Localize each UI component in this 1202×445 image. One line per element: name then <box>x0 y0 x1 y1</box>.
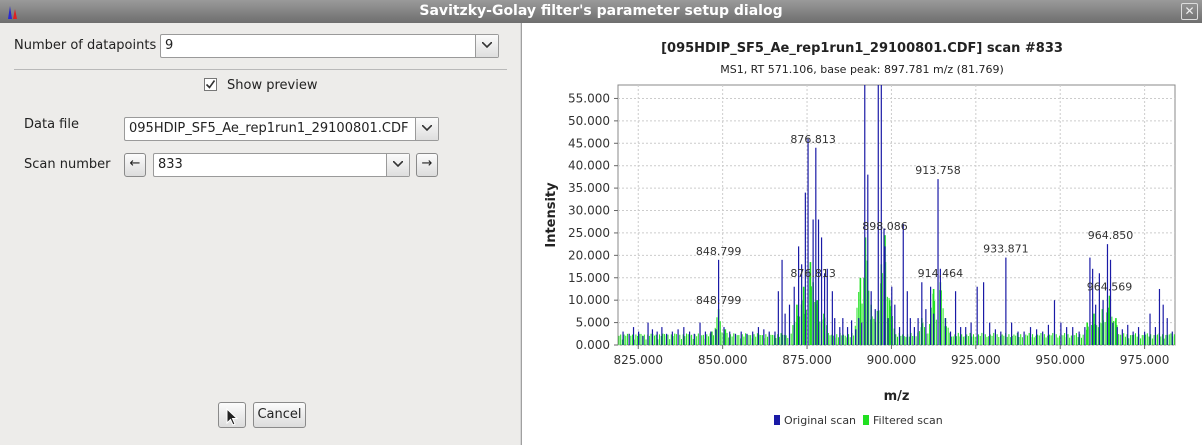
y-tick-label: 15.000 <box>568 271 610 285</box>
data-file-value: 095HDIP_SF5_Ae_rep1run1_29100801.CDF <box>129 121 409 136</box>
datapoints-combo[interactable]: 9 <box>160 34 499 58</box>
legend-label-original: Original scan <box>784 414 856 427</box>
y-tick-label: 30.000 <box>568 204 610 218</box>
x-tick-label: 900.000 <box>867 353 917 367</box>
x-tick-label: 975.000 <box>1120 353 1170 367</box>
chevron-down-icon[interactable] <box>386 154 409 176</box>
datapoints-value: 9 <box>165 38 174 53</box>
app-icon <box>8 6 17 19</box>
plot-area <box>617 84 1176 346</box>
y-tick-label: 5.000 <box>576 316 610 330</box>
y-tick-label: 35.000 <box>568 181 610 195</box>
scan-number-value: 833 <box>158 157 183 172</box>
chart-panel: [095HDIP_SF5_Ae_rep1run1_29100801.CDF] s… <box>521 23 1202 445</box>
y-tick-label: 50.000 <box>568 114 610 128</box>
peak-label: 848.799 <box>696 294 742 307</box>
window-title: Savitzky-Golay filter's parameter setup … <box>419 3 783 19</box>
arrow-right-icon: → <box>421 156 433 171</box>
y-tick-label: 10.000 <box>568 293 610 307</box>
close-icon[interactable]: ✕ <box>1181 3 1198 20</box>
x-tick-label: 925.000 <box>951 353 1001 367</box>
legend-label-filtered: Filtered scan <box>873 414 943 427</box>
legend-swatch-original <box>774 415 780 425</box>
previous-scan-button[interactable]: ← <box>124 153 146 177</box>
arrow-left-icon: ← <box>129 156 141 171</box>
x-tick-label: 825.000 <box>613 353 663 367</box>
mouse-cursor-icon <box>226 408 239 426</box>
y-tick-label: 45.000 <box>568 136 610 150</box>
peak-label: 898.086 <box>862 220 908 233</box>
peak-label: 876.813 <box>790 133 836 146</box>
peak-label: 933.871 <box>983 243 1028 256</box>
show-preview-checkbox[interactable] <box>204 78 217 91</box>
y-tick-label: 25.000 <box>568 226 610 240</box>
y-tick-label: 0.000 <box>576 338 610 352</box>
y-axis-label: Intensity <box>544 182 559 248</box>
data-file-label: Data file <box>24 117 79 132</box>
ok-button[interactable] <box>218 402 246 428</box>
chart-subtitle: MS1, RT 571.106, base peak: 897.781 m/z … <box>720 63 1004 76</box>
legend: Original scan Filtered scan <box>774 414 943 427</box>
separator <box>14 69 507 70</box>
peak-label: 964.569 <box>1087 281 1133 294</box>
scan-number-combo[interactable]: 833 <box>153 153 410 177</box>
chart-title: [095HDIP_SF5_Ae_rep1run1_29100801.CDF] s… <box>661 41 1063 56</box>
x-tick-label: 950.000 <box>1035 353 1085 367</box>
checkmark-icon <box>205 80 216 89</box>
peak-label: 848.799 <box>696 245 742 258</box>
datapoints-label: Number of datapoints <box>14 38 157 53</box>
cancel-button[interactable]: Cancel <box>253 402 306 428</box>
chevron-down-icon[interactable] <box>475 35 498 57</box>
x-tick-label: 850.000 <box>698 353 748 367</box>
next-scan-button[interactable]: → <box>416 153 438 177</box>
chevron-down-icon[interactable] <box>415 118 438 140</box>
scan-number-label: Scan number <box>24 157 111 172</box>
spectrum-chart: [095HDIP_SF5_Ae_rep1run1_29100801.CDF] s… <box>544 41 1176 427</box>
y-tick-label: 55.000 <box>568 91 610 105</box>
legend-swatch-filtered <box>863 415 869 425</box>
y-tick-label: 20.000 <box>568 248 610 262</box>
y-tick-label: 40.000 <box>568 159 610 173</box>
title-bar: Savitzky-Golay filter's parameter setup … <box>0 0 1202 23</box>
peak-label: 876.813 <box>790 267 836 280</box>
peak-label: 913.758 <box>915 164 961 177</box>
peak-label: 964.850 <box>1088 229 1134 242</box>
x-axis-label: m/z <box>884 389 910 404</box>
x-tick-label: 875.000 <box>782 353 832 367</box>
show-preview-label: Show preview <box>227 78 318 93</box>
parameters-panel: Number of datapoints 9 Show preview Data… <box>0 23 520 445</box>
data-file-combo[interactable]: 095HDIP_SF5_Ae_rep1run1_29100801.CDF <box>124 117 439 141</box>
peak-label: 914.464 <box>918 267 964 280</box>
